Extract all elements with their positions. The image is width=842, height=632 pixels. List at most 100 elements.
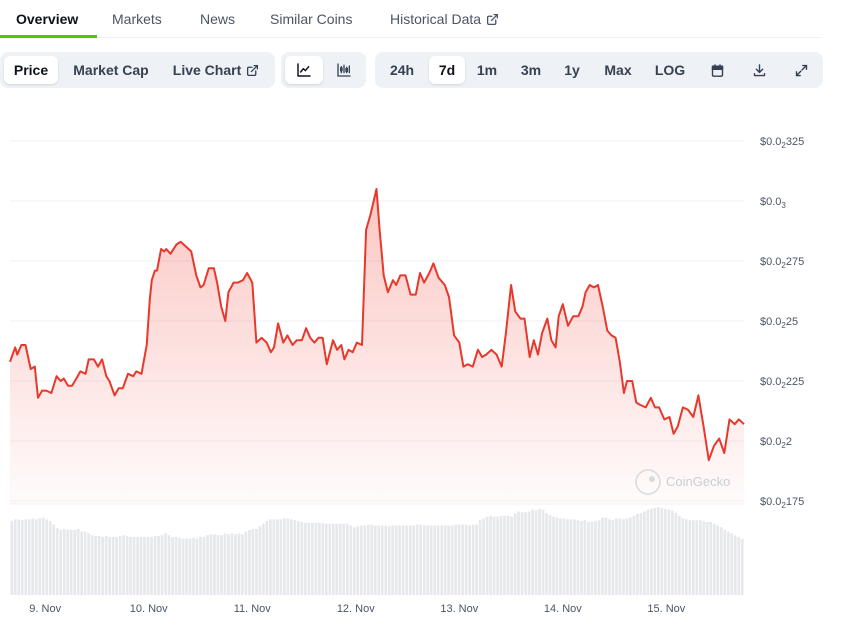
price-chart[interactable]: CoinGecko $0.02325$0.03$0.02275$0.0225$0… [0, 100, 842, 632]
volume-bar [510, 516, 513, 595]
volume-bar [545, 513, 548, 595]
volume-bar [359, 525, 363, 595]
volume-bar [622, 519, 625, 595]
volume-bar [17, 519, 21, 595]
tab-markets[interactable]: Markets [112, 11, 162, 27]
price-button[interactable]: Price [4, 56, 58, 84]
volume-bar [457, 524, 461, 595]
volume-bar [118, 536, 122, 595]
volume-bar [733, 535, 737, 595]
volume-bar [209, 534, 213, 595]
volume-bar [297, 521, 300, 595]
volume-bar [695, 520, 699, 595]
market-cap-button[interactable]: Market Cap [73, 62, 149, 78]
x-tick-label: 13. Nov [440, 603, 478, 615]
volume-bar [726, 531, 730, 595]
volume-bar [178, 537, 181, 595]
x-tick-label: 14. Nov [544, 603, 582, 615]
volume-bar [653, 507, 657, 595]
volume-bar [192, 537, 195, 595]
volume-bar [590, 521, 594, 595]
volume-bar [618, 518, 622, 595]
live-chart-button[interactable]: Live Chart [166, 56, 266, 84]
volume-bar [195, 538, 199, 595]
volume-bar [468, 525, 471, 595]
volume-bar [611, 520, 615, 595]
candlestick-chart-button[interactable] [325, 56, 363, 84]
volume-bar [59, 529, 63, 595]
volume-bar [90, 535, 94, 595]
range-toggle-group: 24h 7d 1m 3m 1y Max LOG [375, 52, 823, 88]
volume-bar [639, 513, 643, 595]
volume-bar [111, 536, 115, 595]
volume-bar [636, 514, 639, 595]
volume-bar [338, 523, 342, 595]
tab-similar-coins[interactable]: Similar Coins [270, 11, 353, 27]
y-tick-label: $0.022 [760, 436, 792, 450]
volume-bar [499, 515, 503, 595]
volume-bar [328, 523, 332, 595]
volume-bar [241, 534, 244, 595]
volume-bar [185, 538, 188, 595]
fullscreen-button[interactable] [785, 56, 817, 84]
log-scale-button[interactable]: LOG [654, 62, 686, 78]
price-line [9, 188, 745, 462]
calendar-icon [711, 63, 723, 77]
volume-bar [272, 519, 276, 595]
range-24h-button[interactable]: 24h [389, 62, 415, 78]
volume-bar [129, 536, 132, 595]
date-picker-button[interactable] [701, 56, 733, 84]
volume-bar [513, 513, 517, 595]
range-1y-button[interactable]: 1y [564, 62, 580, 78]
x-tick-label: 15. Nov [647, 603, 685, 615]
line-chart-icon [297, 63, 311, 77]
volume-bar [548, 514, 552, 595]
volume-bar [97, 536, 101, 595]
volume-bar [269, 519, 272, 595]
range-1m-button[interactable]: 1m [476, 62, 498, 78]
download-button[interactable] [743, 56, 775, 84]
volume-bar [41, 517, 45, 595]
volume-bar [373, 525, 377, 595]
volume-bar [220, 535, 223, 595]
volume-bar [454, 524, 457, 595]
tab-historical-data[interactable]: Historical Data [390, 11, 499, 27]
volume-bar [464, 524, 468, 595]
volume-bar [167, 535, 171, 595]
volume-bar [188, 538, 192, 595]
volume-bar [688, 520, 692, 595]
tab-overview[interactable]: Overview [16, 11, 79, 27]
volume-bar [740, 538, 744, 595]
volume-bar [691, 520, 695, 595]
volume-bar [650, 508, 653, 595]
range-7d-button[interactable]: 7d [429, 56, 465, 84]
volume-bar [667, 509, 671, 595]
volume-bar [573, 519, 576, 595]
volume-bar [216, 535, 220, 595]
volume-bar [559, 518, 562, 595]
volume-bar [401, 525, 405, 595]
volume-bar [174, 536, 178, 595]
y-tick-label: $0.02225 [760, 376, 804, 390]
volume-bar [125, 536, 129, 595]
volume-bar [356, 526, 360, 595]
volume-bar [251, 529, 255, 595]
volume-bar [24, 519, 28, 595]
volume-bar [213, 534, 216, 595]
volume-bar [310, 522, 314, 595]
volume-bar [391, 525, 395, 595]
volume-bar [293, 520, 297, 595]
volume-bar [143, 536, 146, 595]
volume-bar [202, 536, 206, 595]
volume-bar [206, 535, 209, 595]
range-3m-button[interactable]: 3m [520, 62, 542, 78]
volume-bar [290, 519, 293, 595]
volume-bar [104, 536, 108, 595]
line-chart-button[interactable] [285, 56, 323, 84]
tab-news[interactable]: News [200, 11, 236, 27]
volume-bar [541, 509, 545, 595]
volume-bar [496, 516, 499, 595]
volume-bar [69, 529, 73, 595]
volume-bar [594, 521, 597, 595]
range-max-button[interactable]: Max [604, 62, 632, 78]
